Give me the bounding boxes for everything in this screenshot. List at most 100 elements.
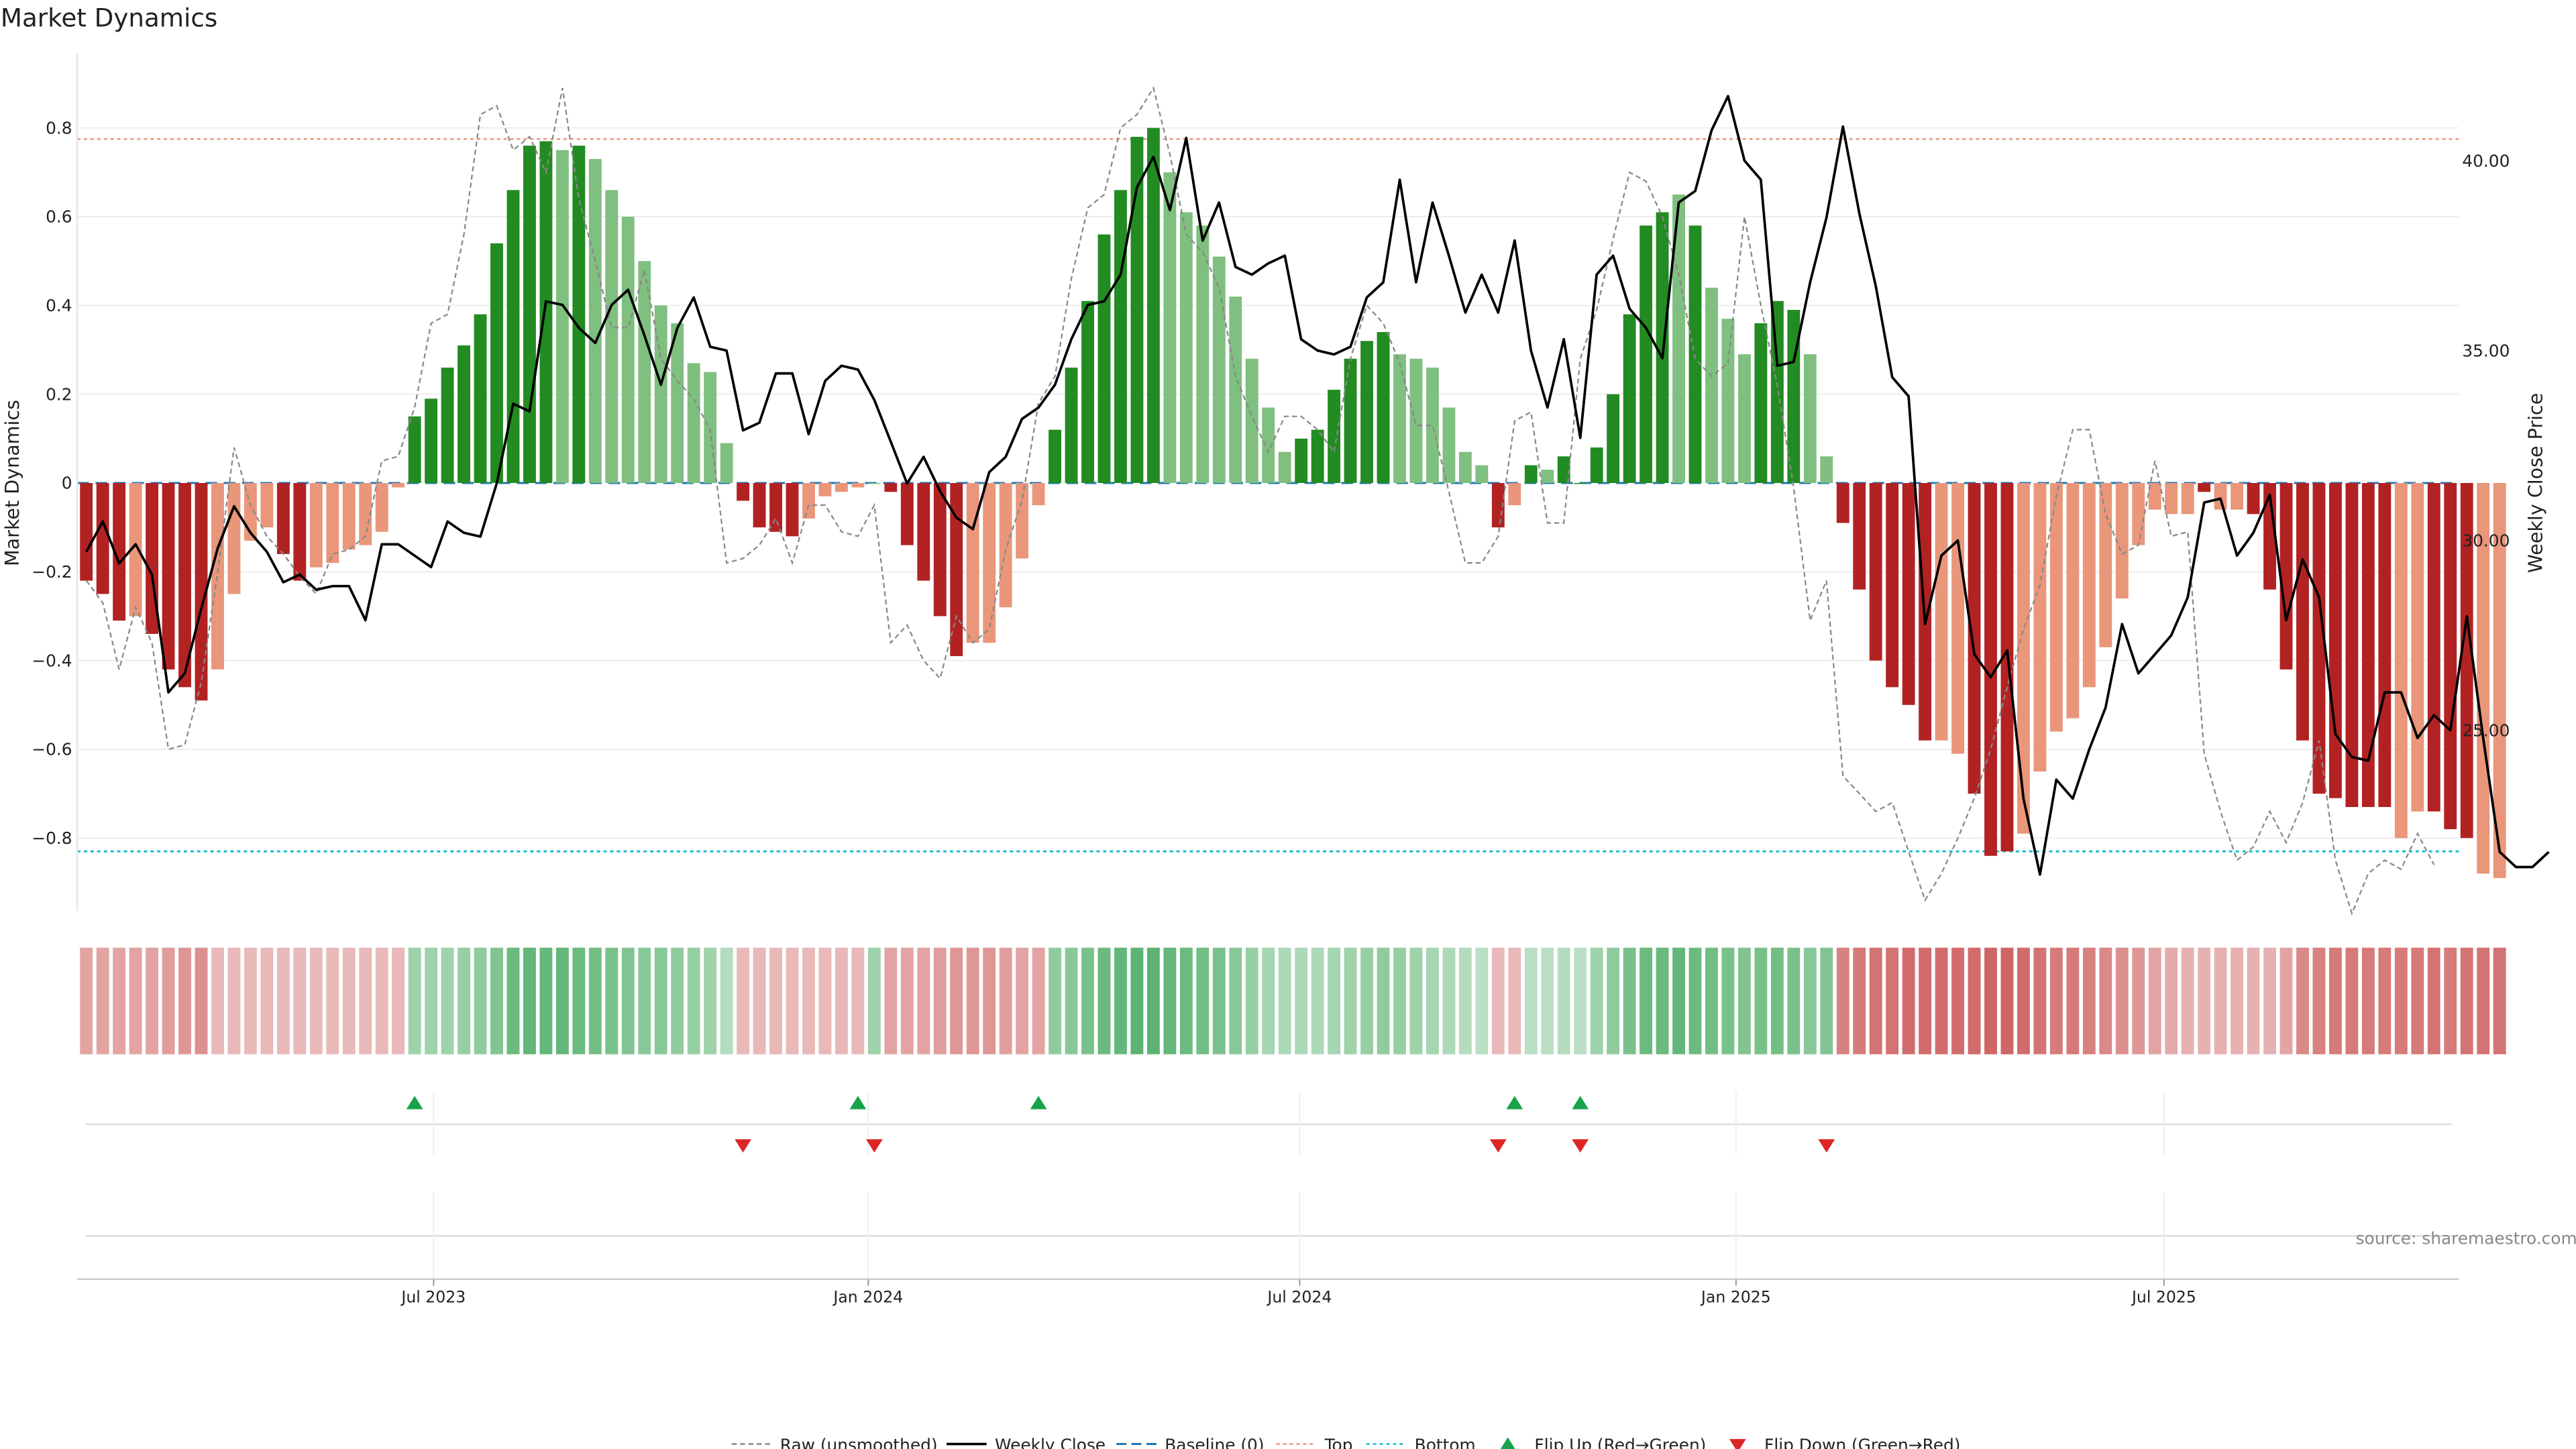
strength-cell — [195, 947, 208, 1055]
flip-down-marker — [1489, 1139, 1507, 1153]
dynamics-bar — [1869, 483, 1882, 661]
dynamics-bar — [933, 483, 947, 616]
strength-cell — [753, 947, 766, 1055]
dynamics-bar — [835, 483, 848, 492]
dynamics-bar — [1836, 483, 1849, 523]
strength-cell — [146, 947, 159, 1055]
dynamics-bar — [900, 483, 914, 545]
strength-cell — [2312, 947, 2326, 1055]
dynamics-bar — [2411, 483, 2424, 812]
strength-cell — [1886, 947, 1899, 1055]
strength-cell — [375, 947, 388, 1055]
dynamics-bar — [2328, 483, 2342, 798]
dynamics-bar — [1245, 358, 1258, 483]
strength-cell — [1607, 947, 1620, 1055]
strength-cell — [638, 947, 651, 1055]
legend-flip-down-marker — [1729, 1439, 1746, 1449]
strength-cell — [1262, 947, 1275, 1055]
strength-cell — [687, 947, 700, 1055]
dynamics-bar — [309, 483, 323, 568]
strength-heatmap — [80, 947, 2506, 1055]
dynamics-bar — [1968, 483, 1981, 794]
dynamics-bar — [588, 158, 602, 483]
date-tick-label: Jul 2024 — [1266, 1288, 1332, 1307]
strength-cell — [999, 947, 1012, 1055]
dynamics-bar — [96, 483, 109, 594]
dynamics-bar — [1409, 358, 1423, 483]
left-tick-label: −0.8 — [32, 828, 72, 848]
dynamics-bar — [1935, 483, 1948, 741]
dynamics-bar — [1688, 225, 1702, 483]
dynamics-bar — [2296, 483, 2309, 741]
left-axis-label: Market Dynamics — [1, 400, 23, 566]
strength-cell — [1163, 947, 1177, 1055]
dynamics-bar — [2132, 483, 2145, 545]
dynamics-bar — [2231, 483, 2244, 510]
strength-cell — [966, 947, 979, 1055]
strength-cell — [2066, 947, 2080, 1055]
dynamics-bar — [441, 367, 454, 483]
dynamics-bar — [129, 483, 142, 616]
strength-cell — [2115, 947, 2129, 1055]
legend-flip-down-label: Flip Down (Green→Red) — [1764, 1435, 1960, 1449]
dynamics-bar — [1951, 483, 1964, 754]
strength-cell — [917, 947, 930, 1055]
dynamics-bar — [687, 363, 700, 483]
strength-cell — [818, 947, 832, 1055]
dynamics-bar — [276, 483, 290, 554]
strength-cell — [2181, 947, 2194, 1055]
strength-cell — [113, 947, 126, 1055]
strength-cell — [835, 947, 848, 1055]
dynamics-bar — [2378, 483, 2392, 808]
flip-down-marker — [1818, 1139, 1835, 1153]
dynamics-bar — [1590, 447, 1603, 483]
dynamics-bar — [638, 261, 651, 483]
strength-cell — [178, 947, 191, 1055]
strength-cell — [2214, 947, 2227, 1055]
dynamics-bar — [572, 146, 586, 483]
strength-cell — [2049, 947, 2063, 1055]
strength-cell — [1032, 947, 1045, 1055]
strength-cell — [2411, 947, 2424, 1055]
dynamics-bar — [1607, 394, 1620, 483]
strength-cell — [523, 947, 536, 1055]
strength-cell — [1656, 947, 1669, 1055]
dynamics-bar — [621, 217, 635, 483]
strength-cell — [1049, 947, 1062, 1055]
strength-cell — [1114, 947, 1127, 1055]
strength-cell — [1705, 947, 1718, 1055]
dynamics-bar — [1787, 309, 1801, 483]
strength-cell — [867, 947, 881, 1055]
dynamics-bar — [2082, 483, 2096, 688]
strength-cell — [359, 947, 372, 1055]
dynamics-bar — [1984, 483, 1997, 856]
strength-cell — [1196, 947, 1210, 1055]
strength-cell — [96, 947, 109, 1055]
dynamics-bar — [1886, 483, 1899, 688]
strength-cell — [2263, 947, 2276, 1055]
dynamics-bar — [654, 305, 667, 483]
strength-cell — [1393, 947, 1406, 1055]
dynamics-bar — [884, 483, 898, 492]
dynamics-bar — [178, 483, 191, 688]
raw-unsmoothed-line — [85, 86, 2435, 916]
dynamics-bar — [408, 416, 421, 483]
strength-cell — [933, 947, 947, 1055]
date-tick-label: Jul 2025 — [2131, 1288, 2196, 1307]
dynamics-bar — [2460, 483, 2473, 839]
strength-cell — [1919, 947, 1932, 1055]
dynamics-bar — [786, 483, 799, 537]
dynamics-bar — [1640, 225, 1653, 483]
strength-cell — [605, 947, 619, 1055]
dynamics-bar — [490, 243, 503, 483]
date-tick-label: Jan 2025 — [1700, 1288, 1771, 1307]
dynamics-bar — [802, 483, 815, 519]
legend-close-label: Weekly Close — [995, 1435, 1106, 1449]
strength-cell — [1245, 947, 1258, 1055]
dynamics-bar — [2115, 483, 2129, 599]
dynamics-bar — [704, 372, 717, 483]
dynamics-bar — [1475, 465, 1489, 483]
dynamics-bar — [2148, 483, 2161, 510]
strength-cell — [1968, 947, 1981, 1055]
strength-cell — [2231, 947, 2244, 1055]
